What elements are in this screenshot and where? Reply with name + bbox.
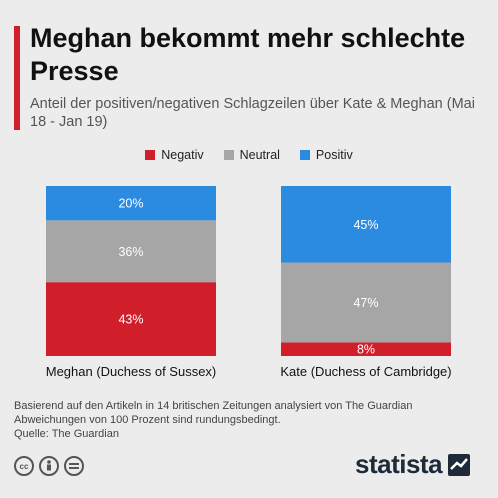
bar-label-negativ-1: 8% [357,343,375,357]
person-icon [39,456,59,476]
legend-swatch-neutral [223,150,234,160]
legend-label-positiv: Positiv [315,148,353,162]
legend-label-negativ: Negativ [161,148,204,162]
legend-item-negativ: Negativ [145,148,204,162]
footer-note-rounding: Abweichungen von 100 Prozent sind rundun… [14,414,281,426]
title-accent-bar [14,26,20,130]
bar-label-neutral-1: 47% [353,296,378,310]
statista-logo[interactable]: statista [355,449,471,480]
bar-segment-positiv-0 [46,186,216,221]
bar-label-positiv-0: 20% [118,197,143,211]
brand-wordmark: statista [355,449,443,479]
category-label-0: Meghan (Duchess of Sussex) [46,364,217,379]
bar-label-positiv-1: 45% [353,218,378,232]
bar-segment-positiv-1 [281,186,451,263]
chart-legend: Negativ Neutral Positiv [0,148,498,162]
legend-label-neutral: Neutral [239,148,280,162]
legend-item-neutral: Neutral [223,148,280,162]
chart-title: Meghan bekommt mehr schlechte Presse [30,23,466,86]
bar-label-negativ-0: 43% [118,313,143,327]
footer-source: Quelle: The Guardian [14,428,119,440]
bar-label-neutral-0: 36% [118,245,143,259]
equals-icon [64,456,84,476]
cc-icon: cc [14,456,34,476]
legend-swatch-negativ [145,150,156,160]
chart-footer: Basierend auf den Artikeln in 14 britisc… [14,399,489,441]
footer-note-source-basis: Basierend auf den Artikeln in 14 britisc… [14,400,413,412]
bar-segment-neutral-1 [281,262,451,343]
legend-item-positiv: Positiv [299,148,353,162]
bar-segment-negativ-0 [46,282,216,356]
category-label-1: Kate (Duchess of Cambridge) [280,364,451,379]
statista-logo-icon [448,453,471,476]
bar-segment-neutral-0 [46,220,216,283]
bar-segment-negativ-1 [281,342,451,356]
chart-subtitle: Anteil der positiven/negativen Schlagzei… [30,96,475,130]
legend-swatch-positiv [299,150,310,160]
stacked-bar-chart: 43% 36% 20% Meghan (Duchess of Sussex) 8% 47%… [46,186,452,379]
license-icons: cc [14,456,84,476]
